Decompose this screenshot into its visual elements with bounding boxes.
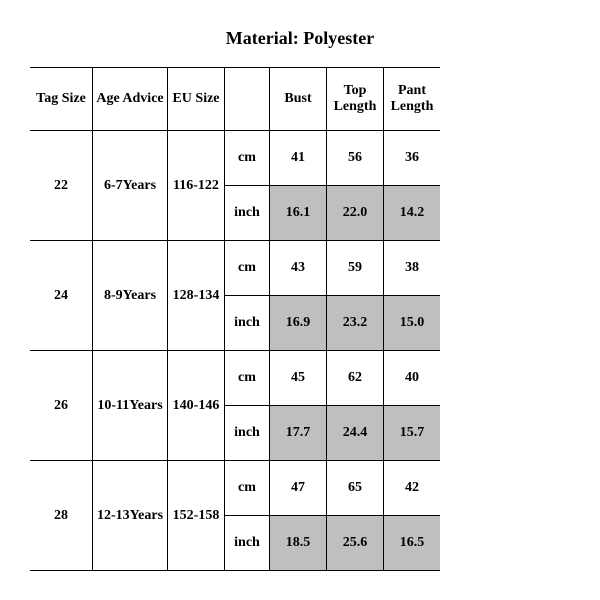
- cell-bust: 45: [270, 351, 327, 406]
- cell-bust: 47: [270, 461, 327, 516]
- table-row: 26 10-11Years 140-146 cm 45 62 40: [30, 351, 440, 406]
- cell-pant-length: 15.0: [384, 296, 441, 351]
- page-title: Material: Polyester: [0, 0, 600, 67]
- cell-bust: 41: [270, 131, 327, 186]
- cell-eu-size: 140-146: [168, 351, 225, 461]
- cell-pant-length: 42: [384, 461, 441, 516]
- cell-age-advice: 6-7Years: [93, 131, 168, 241]
- col-pant-length: Pant Length: [384, 68, 441, 131]
- cell-top-length: 24.4: [327, 406, 384, 461]
- cell-eu-size: 128-134: [168, 241, 225, 351]
- cell-unit-cm: cm: [225, 351, 270, 406]
- cell-pant-length: 36: [384, 131, 441, 186]
- cell-unit-inch: inch: [225, 296, 270, 351]
- size-chart-table: Tag Size Age Advice EU Size Bust Top Len…: [30, 67, 440, 571]
- col-tag-size: Tag Size: [30, 68, 93, 131]
- cell-top-length: 25.6: [327, 516, 384, 571]
- cell-age-advice: 8-9Years: [93, 241, 168, 351]
- col-unit: [225, 68, 270, 131]
- cell-bust: 16.1: [270, 186, 327, 241]
- cell-bust: 43: [270, 241, 327, 296]
- cell-unit-cm: cm: [225, 131, 270, 186]
- cell-pant-length: 14.2: [384, 186, 441, 241]
- cell-pant-length: 15.7: [384, 406, 441, 461]
- cell-age-advice: 10-11Years: [93, 351, 168, 461]
- cell-top-length: 65: [327, 461, 384, 516]
- cell-top-length: 23.2: [327, 296, 384, 351]
- cell-age-advice: 12-13Years: [93, 461, 168, 571]
- col-bust: Bust: [270, 68, 327, 131]
- cell-top-length: 56: [327, 131, 384, 186]
- cell-tag-size: 24: [30, 241, 93, 351]
- cell-unit-inch: inch: [225, 406, 270, 461]
- cell-pant-length: 40: [384, 351, 441, 406]
- cell-bust: 18.5: [270, 516, 327, 571]
- cell-top-length: 62: [327, 351, 384, 406]
- cell-unit-cm: cm: [225, 241, 270, 296]
- col-top-length: Top Length: [327, 68, 384, 131]
- cell-eu-size: 116-122: [168, 131, 225, 241]
- col-eu-size: EU Size: [168, 68, 225, 131]
- cell-unit-inch: inch: [225, 516, 270, 571]
- cell-tag-size: 28: [30, 461, 93, 571]
- header-row: Tag Size Age Advice EU Size Bust Top Len…: [30, 68, 440, 131]
- cell-bust: 17.7: [270, 406, 327, 461]
- table-row: 24 8-9Years 128-134 cm 43 59 38: [30, 241, 440, 296]
- cell-pant-length: 38: [384, 241, 441, 296]
- col-age-advice: Age Advice: [93, 68, 168, 131]
- cell-top-length: 22.0: [327, 186, 384, 241]
- cell-tag-size: 22: [30, 131, 93, 241]
- cell-eu-size: 152-158: [168, 461, 225, 571]
- cell-pant-length: 16.5: [384, 516, 441, 571]
- cell-unit-cm: cm: [225, 461, 270, 516]
- cell-unit-inch: inch: [225, 186, 270, 241]
- table-row: 28 12-13Years 152-158 cm 47 65 42: [30, 461, 440, 516]
- cell-tag-size: 26: [30, 351, 93, 461]
- table-row: 22 6-7Years 116-122 cm 41 56 36: [30, 131, 440, 186]
- cell-top-length: 59: [327, 241, 384, 296]
- cell-bust: 16.9: [270, 296, 327, 351]
